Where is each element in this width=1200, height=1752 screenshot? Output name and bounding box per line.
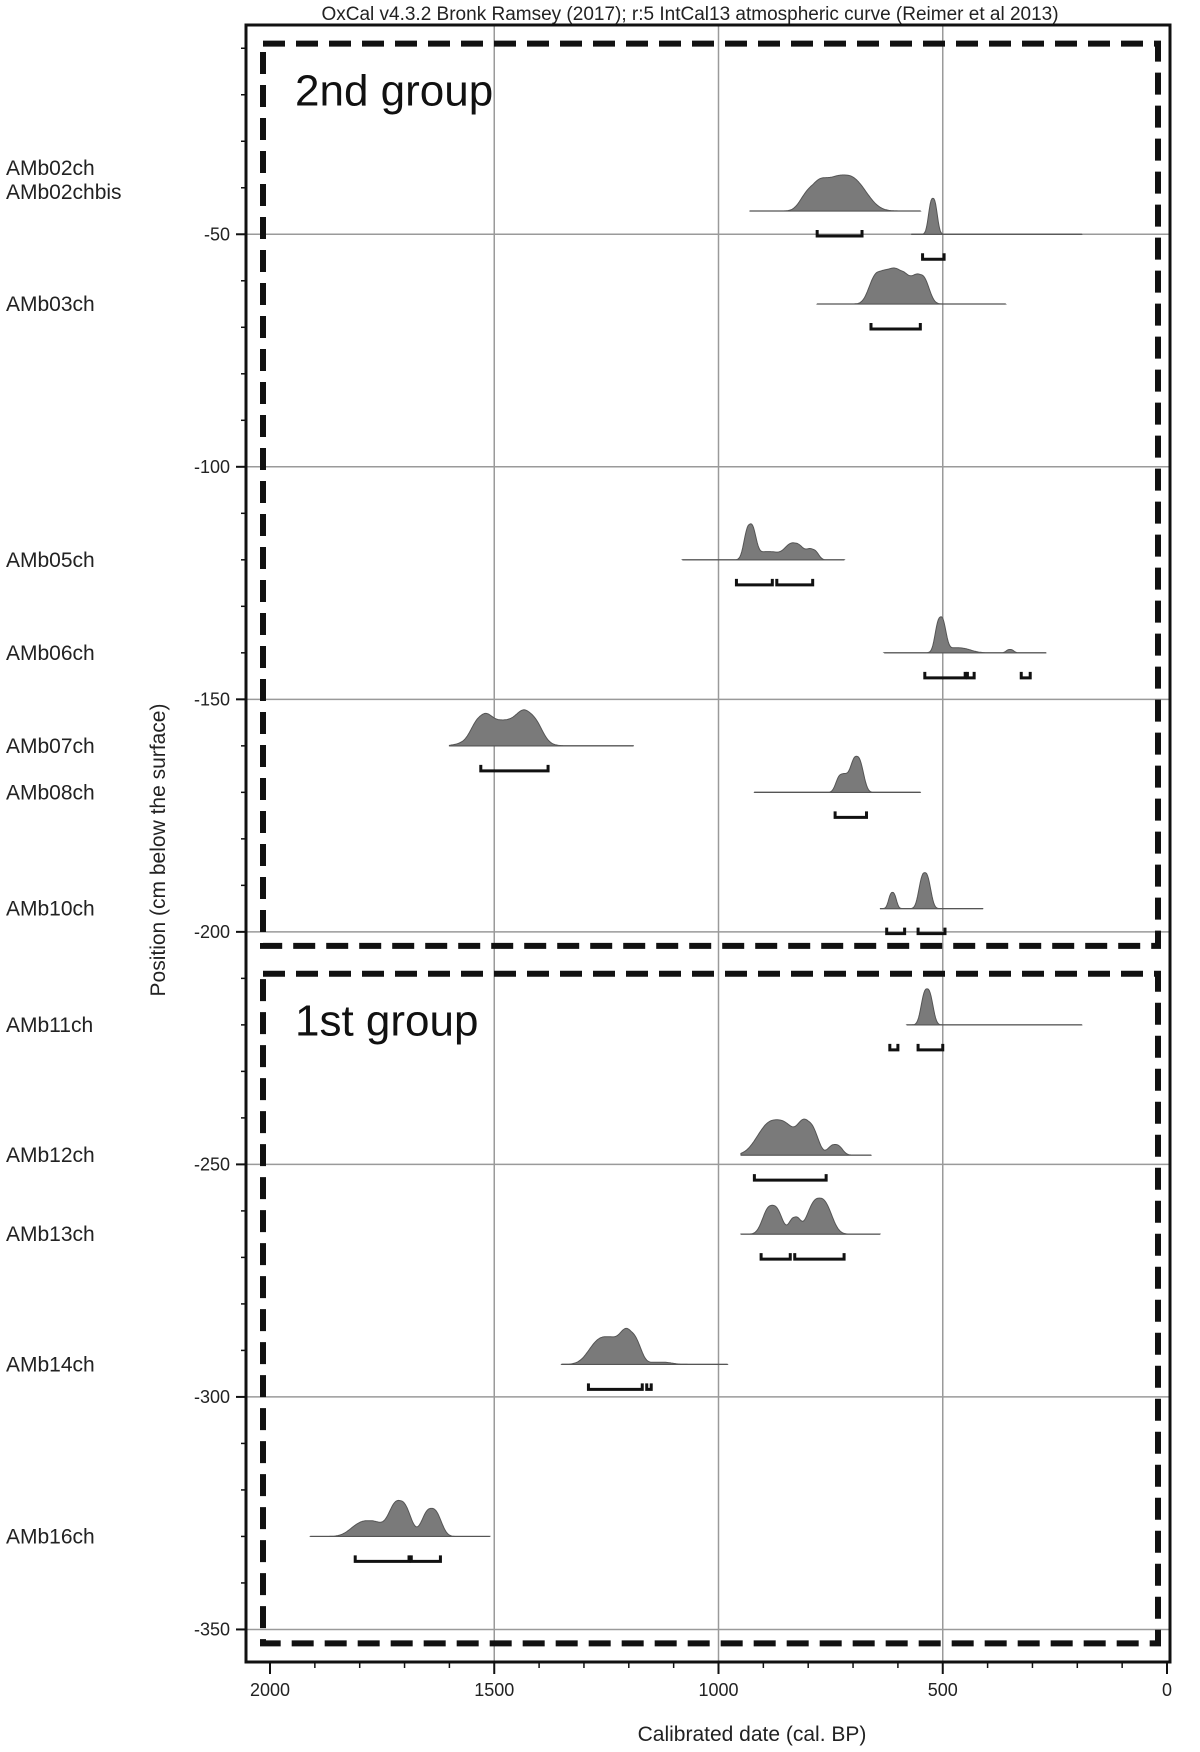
hpd-range-bracket (759, 1253, 792, 1261)
probability-distribution (681, 523, 846, 561)
hpd-range-bracket (869, 323, 922, 331)
group-box (260, 40, 1161, 949)
hpd-range-bracket (734, 578, 774, 587)
sample-amb03ch (816, 267, 1007, 331)
y-tick-label: -50 (204, 224, 230, 244)
hpd-range-bracket (1019, 671, 1032, 680)
hpd-range-bracket (409, 1555, 442, 1563)
hpd-range-bracket (916, 1043, 945, 1052)
sample-label: AMb14ch (6, 1353, 95, 1376)
probability-distribution (309, 1499, 492, 1537)
hpd-range-bracket (479, 764, 550, 773)
axes: 2000 1500 1000 500 0 -50 -100 -150 -200 -250 -300 -… (194, 47, 1172, 1700)
probability-distribution (753, 755, 922, 793)
sample-label: AMb08ch (6, 781, 95, 804)
probability-distribution (905, 988, 1083, 1026)
sample-amb13ch (740, 1197, 882, 1261)
x-tick-label: 500 (928, 1680, 958, 1700)
hpd-range-bracket (916, 927, 947, 936)
sample-amb11ch (888, 988, 1083, 1052)
group-label: 1st group (295, 997, 478, 1046)
hpd-range-bracket (586, 1383, 644, 1391)
probability-distribution (911, 197, 1083, 235)
x-tick-label: 2000 (250, 1680, 290, 1700)
y-tick-label: -250 (194, 1154, 230, 1174)
plot-frame (244, 23, 1172, 1664)
hpd-range-bracket (815, 230, 864, 238)
hpd-range-bracket (353, 1555, 411, 1563)
probability-distribution (882, 616, 1047, 654)
sample-label: AMb05ch (6, 549, 95, 572)
sample-amb02chbis (911, 197, 1083, 261)
hpd-range-bracket (752, 1174, 828, 1182)
sample-label: AMb10ch (6, 898, 95, 921)
sample-amb02ch (749, 174, 922, 238)
sample-amb16ch (309, 1499, 492, 1563)
y-tick-label: -300 (194, 1387, 230, 1407)
y-tick-label: -200 (194, 922, 230, 942)
sample-amb07ch (448, 709, 635, 773)
probability-distribution (879, 872, 984, 910)
sample-amb12ch (740, 1118, 873, 1182)
sample-distributions (309, 174, 1083, 1563)
x-tick-label: 0 (1162, 1680, 1172, 1700)
probability-distribution (448, 709, 635, 747)
sample-amb06ch (882, 616, 1047, 680)
hpd-range-bracket (775, 578, 815, 587)
hpd-range-bracket (923, 671, 967, 680)
probability-distribution (749, 174, 922, 212)
sample-label: AMb12ch (6, 1144, 95, 1167)
sample-label: AMb13ch (6, 1223, 95, 1246)
y-axis-title: Position (cm below the surface) (147, 704, 170, 997)
grid (246, 25, 1170, 1662)
y-tick-label: -150 (194, 689, 230, 709)
x-tick-label: 1000 (698, 1680, 738, 1700)
group-box (260, 970, 1161, 1647)
probability-distribution (740, 1197, 882, 1235)
hpd-range-bracket (885, 927, 907, 936)
chart-header: OxCal v4.3.2 Bronk Ramsey (2017); r:5 In… (321, 4, 1058, 25)
group-boxes: 2nd group 1st group (260, 40, 1161, 1647)
hpd-range-bracket (833, 811, 869, 819)
sample-label: AMb02ch (6, 157, 95, 180)
group-label: 2nd group (295, 67, 493, 116)
probability-distribution (560, 1327, 729, 1366)
probability-distribution (740, 1118, 873, 1156)
hpd-range-bracket (921, 253, 946, 261)
y-tick-label: -350 (194, 1619, 230, 1639)
x-axis-title: Calibrated date (cal. BP) (638, 1723, 867, 1746)
x-tick-label: 1500 (474, 1680, 514, 1700)
sample-amb05ch (681, 523, 846, 587)
probability-distribution (816, 267, 1007, 305)
hpd-range-bracket (793, 1253, 846, 1261)
hpd-range-bracket (888, 1043, 900, 1052)
sample-label: AMb03ch (6, 293, 95, 316)
sample-label: AMb11ch (6, 1014, 93, 1037)
sample-amb08ch (753, 755, 922, 819)
sample-label: AMb06ch (6, 642, 95, 665)
sample-amb10ch (879, 872, 984, 936)
hpd-range-bracket (965, 671, 976, 680)
sample-label: AMb16ch (6, 1525, 95, 1548)
hpd-range-bracket (645, 1383, 653, 1391)
y-tick-label: -100 (194, 457, 230, 477)
sample-amb14ch (560, 1327, 729, 1391)
sample-label: AMb07ch (6, 735, 95, 758)
sample-label: AMb02chbis (6, 181, 122, 204)
